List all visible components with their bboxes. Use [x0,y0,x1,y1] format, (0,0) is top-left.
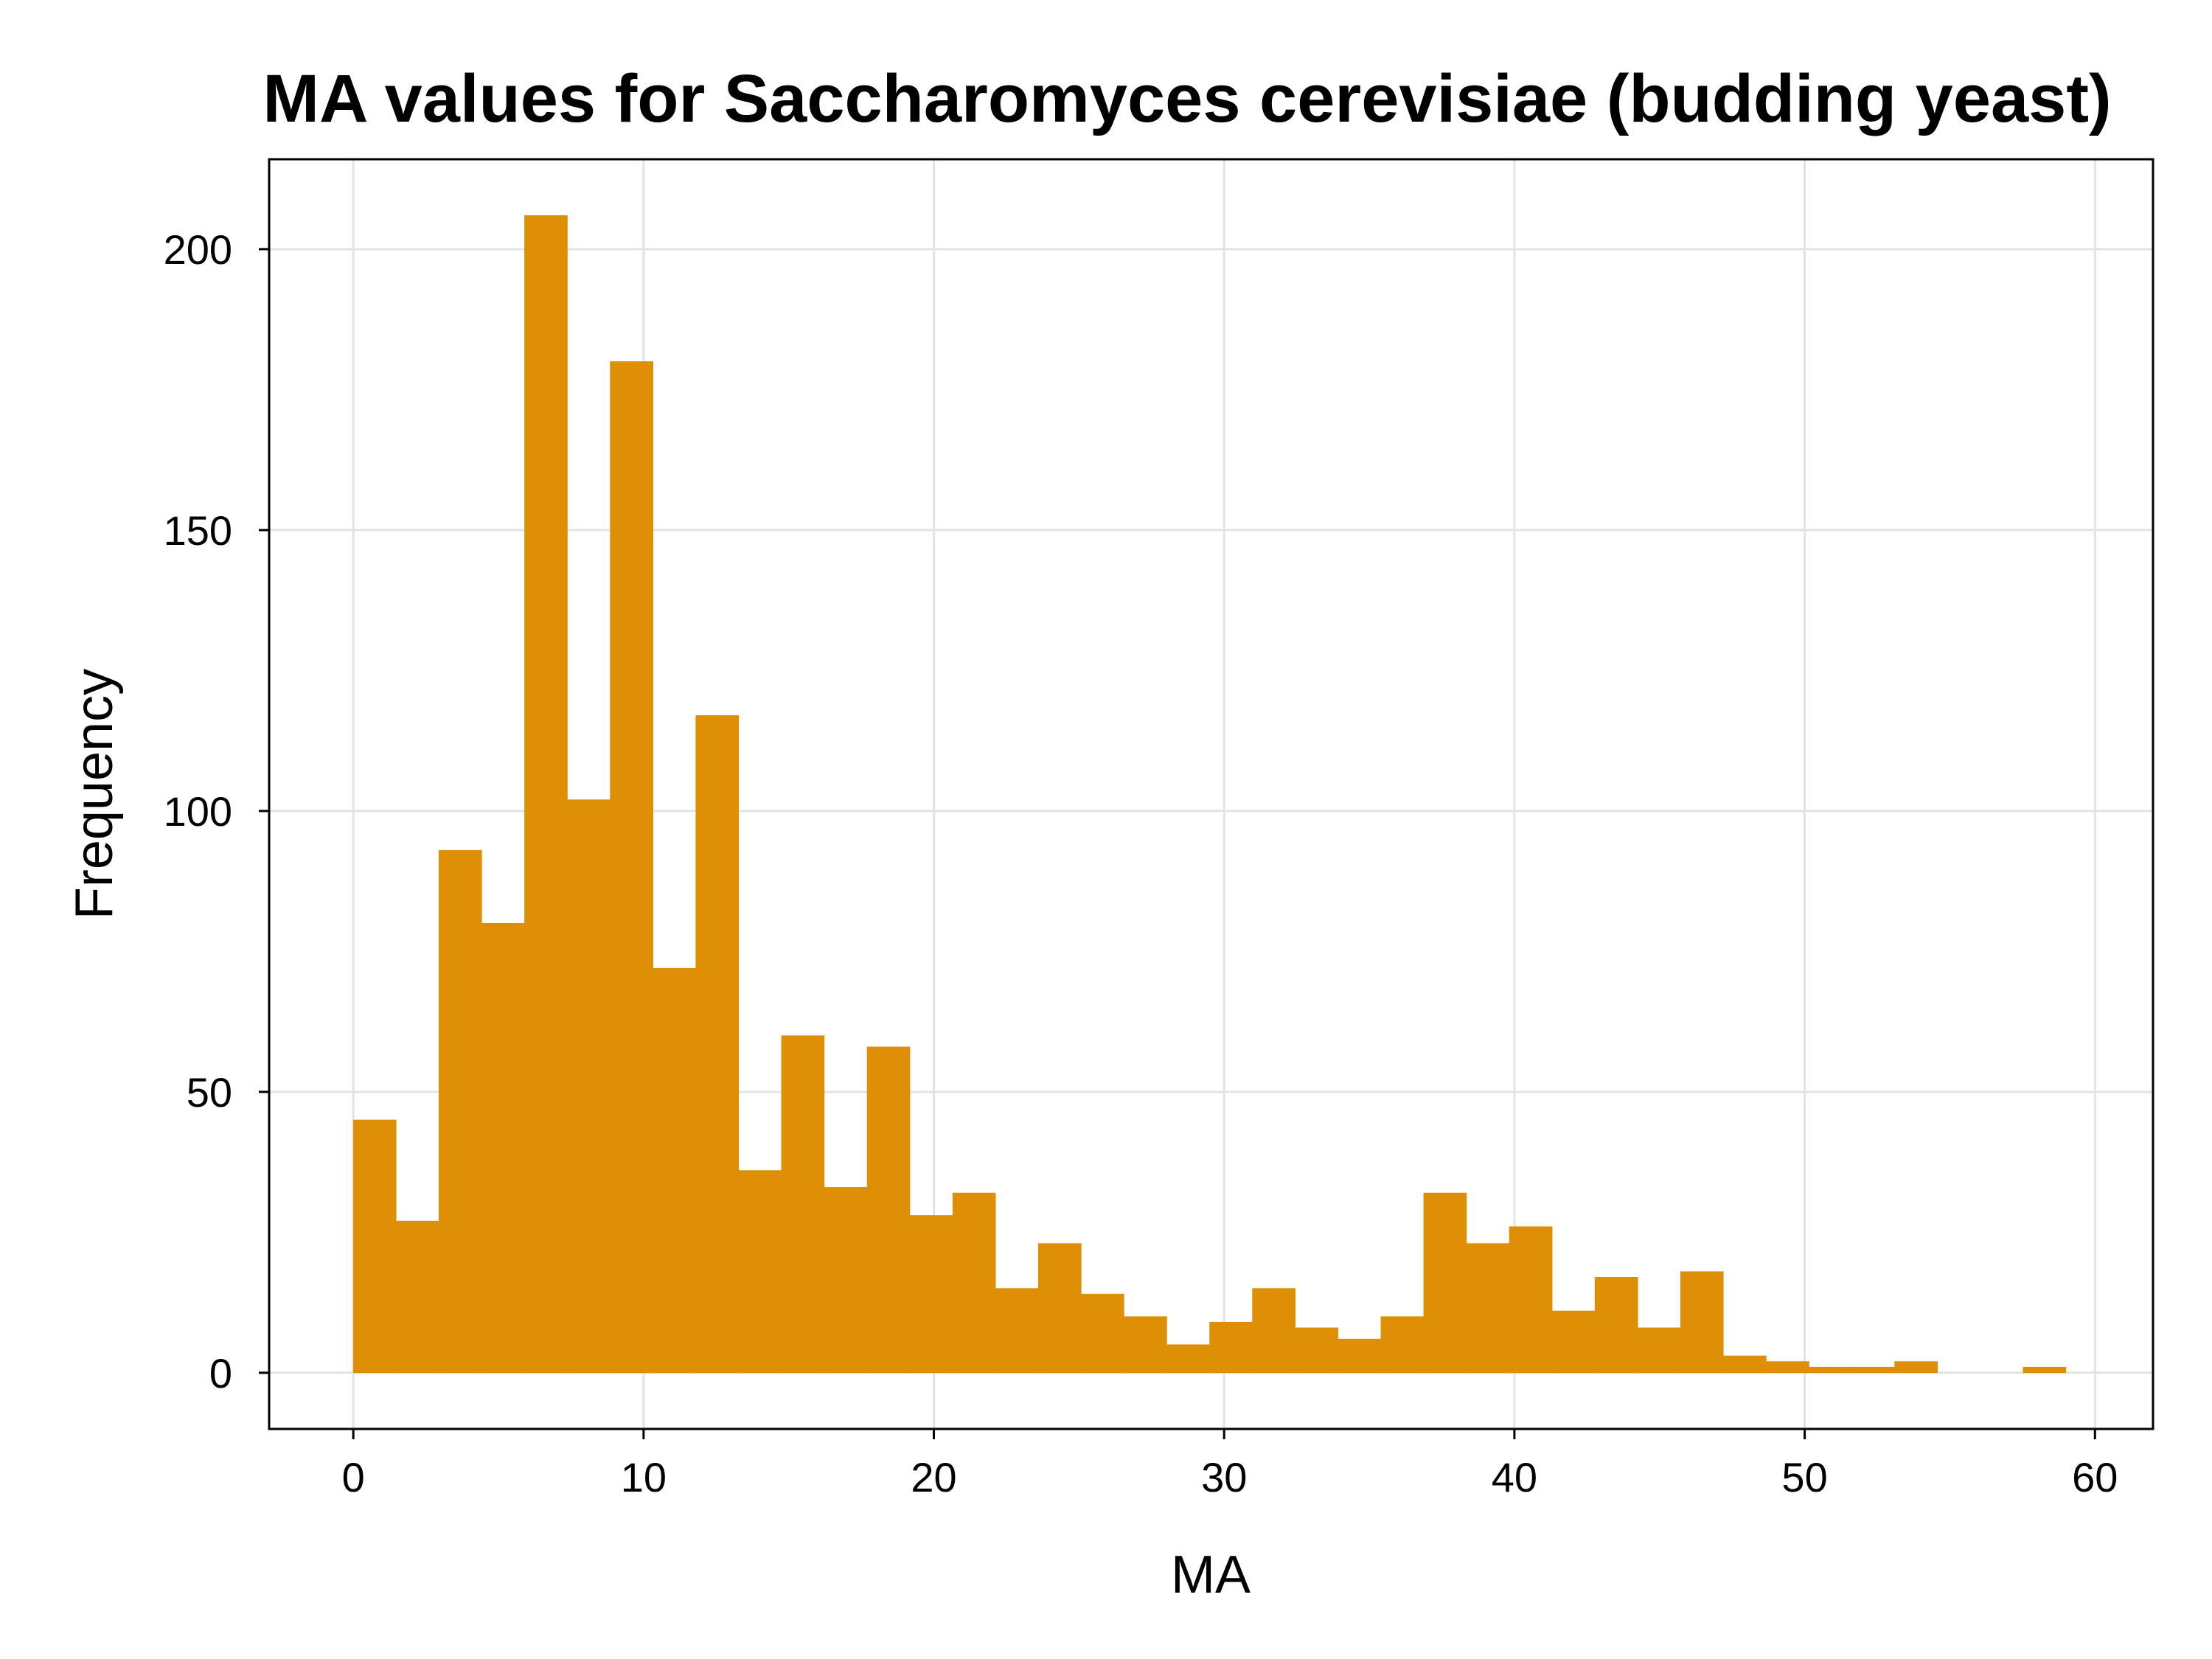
histogram-bar [1637,1327,1681,1374]
histogram-bar [1338,1338,1382,1374]
histogram-bar [610,361,653,1374]
x-tick-label: 40 [1492,1454,1537,1500]
histogram-bar [1851,1366,1895,1374]
x-tick-label: 20 [911,1454,956,1500]
histogram-bar [1037,1243,1082,1374]
histogram-bar [1809,1366,1852,1374]
histogram-bar [352,1119,397,1374]
y-axis-label: Frequency [65,669,124,919]
histogram-bar [1894,1361,1938,1374]
x-axis-ticks: 0 10 20 30 40 50 60 [342,1429,2118,1500]
plot-frame [268,158,2154,1430]
x-tick-label: 0 [342,1454,365,1500]
histogram-bar [1081,1293,1124,1374]
histogram-bar [1466,1243,1510,1374]
histogram-bar [1766,1361,1809,1374]
y-axis-ticks: 0 50 100 150 200 [164,226,269,1397]
histogram-bar [524,215,568,1374]
histogram-bar [1551,1310,1596,1374]
histogram-bar [695,715,740,1374]
histogram-bar [1723,1355,1767,1374]
histogram-bar [1166,1344,1210,1374]
histogram-bar [2023,1366,2067,1374]
histogram-bar [952,1192,996,1374]
x-tick-label: 60 [2072,1454,2118,1500]
x-tick-label: 10 [621,1454,667,1500]
histogram-bar [909,1215,953,1374]
histogram-bar [439,849,482,1374]
x-axis-label: MA [1171,1545,1251,1604]
histogram-bar [1124,1316,1167,1374]
histogram-bar [866,1046,911,1374]
chart-title: MA values for Saccharomyces cerevisiae (… [262,61,2111,136]
histogram-bars [352,215,2067,1374]
histogram-bar [824,1187,868,1374]
histogram-bar [1209,1321,1253,1374]
histogram-bar [738,1170,782,1374]
y-tick-label: 100 [164,788,232,835]
histogram-bar [1380,1316,1425,1374]
histogram-bar [653,967,697,1374]
y-tick-label: 50 [187,1069,232,1116]
y-tick-label: 150 [164,507,232,554]
histogram-bar [1252,1288,1295,1374]
histogram-bar [481,922,525,1374]
y-tick-label: 0 [209,1350,232,1397]
histogram-bar [1680,1271,1724,1374]
histogram-bar [1594,1276,1638,1374]
histogram-bar [1423,1192,1467,1374]
histogram-bar [995,1288,1039,1374]
histogram-bar [781,1035,825,1374]
histogram-bar [1295,1327,1339,1374]
y-tick-label: 200 [164,226,232,273]
x-tick-label: 50 [1781,1454,1827,1500]
histogram-bar [1509,1226,1553,1374]
x-tick-label: 30 [1201,1454,1247,1500]
histogram-bar [567,799,611,1374]
histogram-bar [395,1220,439,1374]
